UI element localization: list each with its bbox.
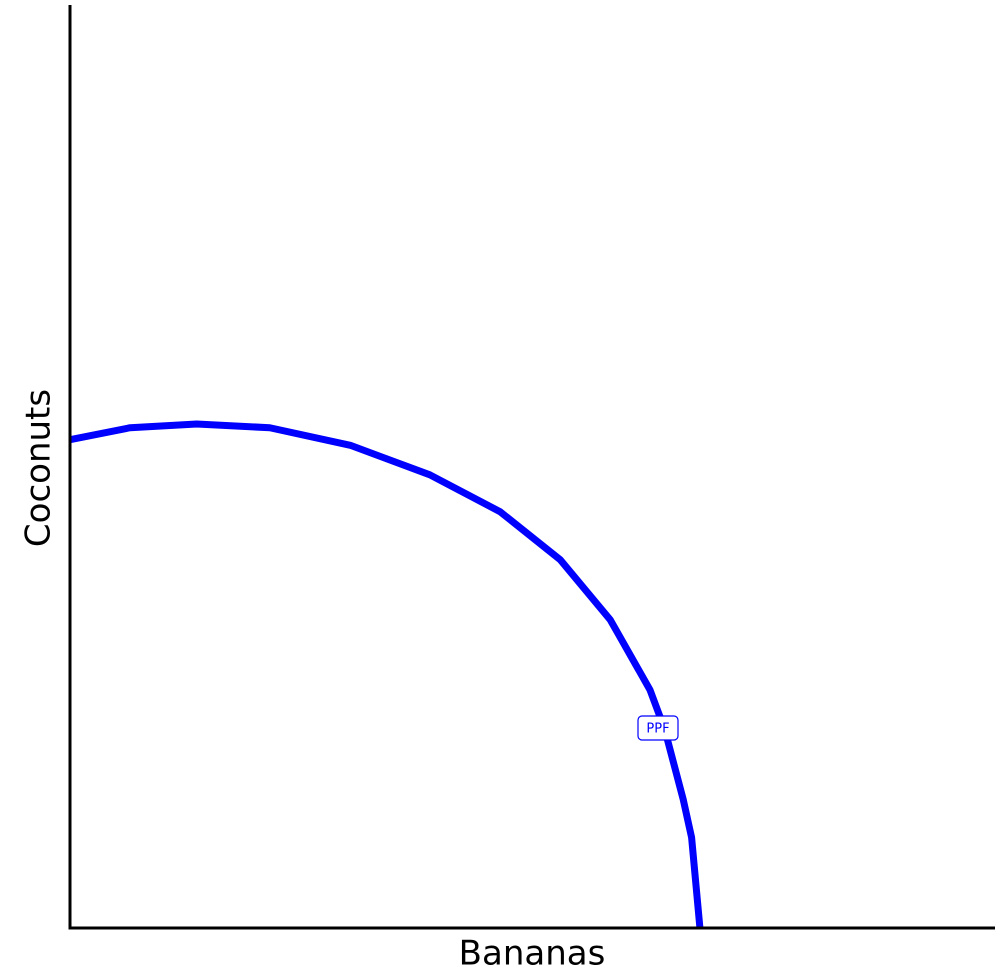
series-label: PPF (646, 722, 669, 737)
x-axis-label: Bananas (459, 934, 606, 971)
y-axis-label: Coconuts (19, 389, 59, 547)
series-label-box (637, 715, 679, 741)
ppf-curve (69, 420, 704, 929)
